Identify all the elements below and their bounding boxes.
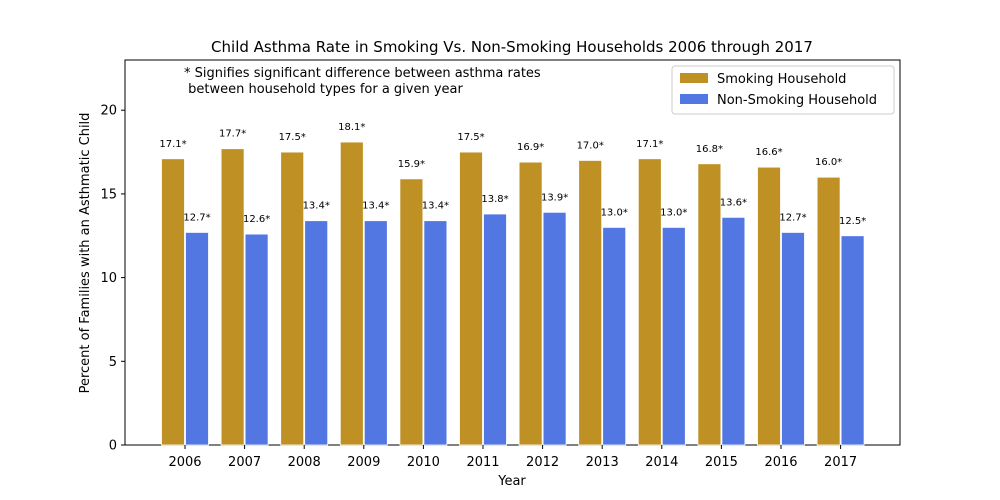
bar-label-non-smoking-2014: 13.0* [660,207,687,218]
x-tick-label-2017: 2017 [824,455,857,470]
bar-non-smoking-2015 [721,216,746,446]
bar-smoking-2016 [757,166,781,446]
bar-smoking-2011 [459,151,483,446]
legend-frame [671,65,895,115]
x-axis-title: Year [497,474,526,489]
legend-label-non-smoking: Non-Smoking Household [717,93,877,108]
bar-label-smoking-2017: 16.0* [815,157,842,168]
bar-non-smoking-2011 [483,213,507,446]
y-tick-label-5: 5 [109,355,117,370]
bar-label-non-smoking-2009: 13.4* [362,201,389,212]
x-axis: 2006 2007 2008 2009 2010 2011 2012 2013 2014 2015… [168,445,857,470]
x-tick-label-2008: 2008 [288,455,321,470]
bar-smoking-2012 [518,161,543,446]
x-tick-label-2012: 2012 [526,455,559,470]
y-axis: 0 5 10 15 20 [100,104,125,454]
bar-non-smoking-2006 [185,232,209,446]
bar-label-non-smoking-2016: 12.7* [779,212,806,223]
bar-label-smoking-2015: 16.8* [696,144,723,155]
y-tick-label-20: 20 [100,104,117,119]
bar-smoking-2006 [161,158,185,446]
bar-label-smoking-2009: 18.1* [338,122,365,133]
x-tick-label-2009: 2009 [347,455,380,470]
plot-frame [124,59,901,446]
bar-label-smoking-2008: 17.5* [279,132,306,143]
y-tick-label-15: 15 [100,187,117,202]
chart-title: Child Asthma Rate in Smoking Vs. Non-Smo… [211,38,813,56]
bar-smoking-2007 [220,148,245,446]
bar-smoking-2015 [697,163,722,446]
bar-non-smoking-2009 [363,220,388,446]
x-tick-label-2006: 2006 [168,455,201,470]
bar-non-smoking-2007 [244,233,269,446]
x-tick-label-2016: 2016 [764,455,797,470]
bar-smoking-2017 [816,176,841,446]
bar-label-non-smoking-2006: 12.7* [183,212,210,223]
x-tick-label-2014: 2014 [645,455,678,470]
x-tick-label-2015: 2015 [705,455,738,470]
bar-label-smoking-2010: 15.9* [398,159,425,170]
y-tick-label-0: 0 [109,439,117,454]
bar-label-smoking-2016: 16.6* [755,147,782,158]
bar-labels: 17.1* 12.7* 17.7* 12.6* 17.5* 13.4* 18.1* 13.4*… [159,122,866,227]
legend-label-smoking: Smoking Household [717,72,846,87]
bar-label-smoking-2012: 16.9* [517,142,544,153]
bar-smoking-2013 [578,160,603,446]
note-line-1: * Signifies significant difference betwe… [184,66,541,81]
bar-non-smoking-2012 [542,211,567,446]
x-tick-label-2011: 2011 [466,455,499,470]
bar-label-non-smoking-2017: 12.5* [839,216,866,227]
x-tick-label-2013: 2013 [586,455,619,470]
bar-label-non-smoking-2008: 13.4* [303,201,330,212]
bar-label-non-smoking-2015: 13.6* [720,197,747,208]
x-tick-label-2010: 2010 [407,455,440,470]
plot-area: 17.1* 12.7* 17.7* 12.6* 17.5* 13.4* 18.1* 13.4*… [100,59,901,470]
bar-smoking-2010 [399,178,424,446]
bar-non-smoking-2010 [423,220,448,446]
note-line-2: between household types for a given year [184,82,464,97]
bar-non-smoking-2014 [661,226,686,446]
bar-label-smoking-2014: 17.1* [636,139,663,150]
bar-smoking-2014 [637,158,662,446]
x-tick-label-2007: 2007 [228,455,261,470]
bar-label-smoking-2007: 17.7* [219,129,246,140]
y-tick-label-10: 10 [100,271,117,286]
bar-non-smoking-2008 [304,220,329,446]
legend-swatch-smoking [680,73,708,83]
bar-smoking-2009 [339,141,364,446]
bar-label-non-smoking-2013: 13.0* [601,207,628,218]
bar-label-non-smoking-2010: 13.4* [422,201,449,212]
bar-label-smoking-2013: 17.0* [577,140,604,151]
bar-smoking-2008 [280,151,305,446]
bar-label-non-smoking-2007: 12.6* [243,214,270,225]
y-axis-title: Percent of Families with an Asthmatic Ch… [78,113,93,394]
bar-non-smoking-2017 [840,235,865,446]
bar-label-non-smoking-2012: 13.9* [541,192,568,203]
bar-label-smoking-2006: 17.1* [159,139,186,150]
bar-label-non-smoking-2011: 13.8* [481,194,508,205]
legend-swatch-non-smoking [680,94,708,104]
bars [161,141,865,446]
bar-label-smoking-2011: 17.5* [457,132,484,143]
legend: Smoking Household Non-Smoking Household [671,65,895,115]
bar-non-smoking-2013 [602,226,627,446]
bar-non-smoking-2016 [781,232,805,446]
